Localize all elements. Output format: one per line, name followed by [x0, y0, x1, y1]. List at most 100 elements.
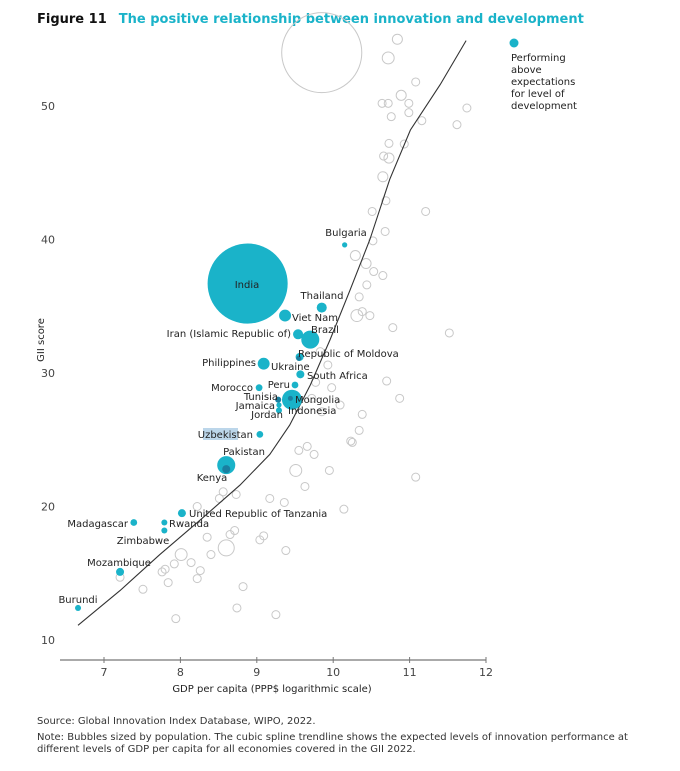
economy-bubble: [339, 504, 349, 514]
highlighted-bubble: [275, 407, 282, 414]
economy-bubble: [395, 89, 407, 101]
highlighted-bubble: [293, 329, 304, 340]
highlighted-bubble: [279, 309, 292, 322]
economy-label: Pakistan: [223, 447, 265, 458]
highlighted-bubble: [287, 395, 293, 401]
economy-bubble: [377, 98, 387, 108]
economy-label: Kenya: [197, 473, 228, 484]
x-tick-label: 9: [253, 666, 260, 679]
legend-label: Performing above expectations for level …: [511, 53, 577, 112]
highlighted-bubble: [257, 357, 270, 370]
x-ticks: 7 8 9 10 11 12: [101, 657, 493, 679]
y-tick-label: 30: [41, 367, 55, 380]
highlighted-bubble: [74, 604, 82, 611]
economy-label: South Africa: [307, 371, 368, 382]
highlighted-bubble: [276, 402, 282, 408]
highlighted-bubble: [217, 456, 236, 475]
x-tick-label: 8: [177, 666, 184, 679]
x-tick-label: 10: [326, 666, 340, 679]
note-text: Note: Bubbles sized by population. The c…: [37, 732, 628, 755]
highlighted-bubble: [161, 519, 168, 526]
economy-bubble: [232, 603, 242, 613]
highlighted-economies: [74, 242, 348, 611]
figure-title-text: The positive relationship between innova…: [118, 12, 584, 27]
economy-bubble: [317, 407, 327, 417]
economy-bubble: [377, 171, 389, 183]
economy-bubble: [255, 535, 265, 545]
economy-bubble: [302, 441, 312, 451]
x-tick-label: 7: [101, 666, 108, 679]
highlighted-bubble: [342, 242, 348, 248]
highlighted-bubble: [275, 396, 282, 403]
economy-bubble: [163, 578, 173, 588]
economy-bubble: [381, 51, 395, 65]
economy-bubble: [230, 526, 240, 536]
economy-bubble: [388, 323, 398, 333]
economy-bubble: [354, 425, 364, 435]
economy-label: Thailand: [300, 291, 344, 302]
economy-bubble: [138, 584, 148, 594]
economy-bubble: [462, 103, 472, 113]
economy-bubble: [399, 139, 409, 149]
economy-bubble: [452, 120, 462, 130]
economy-label: Iran (Islamic Republic of): [167, 329, 291, 340]
economy-label: Brazil: [311, 325, 339, 336]
economy-bubble: [206, 550, 216, 560]
economy-bubble: [378, 271, 388, 281]
economy-bubble: [386, 112, 396, 122]
economy-label: Indonesia: [288, 406, 336, 417]
economy-bubble: [383, 152, 395, 164]
economy-bubble: [279, 497, 289, 507]
y-axis-label: GII score: [36, 318, 47, 362]
economy-label: Rwanda: [169, 519, 209, 530]
economy-label: Uzbekistan: [198, 430, 253, 441]
economy-bubble: [411, 77, 421, 87]
economy-bubble: [323, 360, 333, 370]
economy-bubble: [324, 465, 334, 475]
y-tick-label: 40: [41, 234, 55, 247]
economy-label: Mozambique: [87, 558, 151, 569]
economy-label: Madagascar: [67, 519, 129, 530]
economy-bubble: [421, 206, 431, 216]
highlighted-bubble: [177, 509, 186, 518]
economy-label: Peru: [268, 380, 290, 391]
economy-bubble: [379, 151, 389, 161]
highlighted-bubble: [296, 370, 305, 379]
economy-bubble: [171, 614, 181, 624]
economy-bubble: [395, 393, 405, 403]
other-economies: [115, 12, 472, 624]
economy-label: Jordan: [250, 410, 283, 421]
economy-bubble: [444, 328, 454, 338]
y-tick-label: 50: [41, 100, 55, 113]
highlighted-bubble: [222, 465, 231, 474]
economy-label: Morocco: [211, 383, 253, 394]
economy-bubble: [382, 376, 392, 386]
economy-label: Bulgaria: [325, 228, 366, 239]
highlighted-bubble: [256, 431, 264, 438]
economy-bubble: [357, 307, 367, 317]
economy-bubble: [335, 400, 345, 410]
highlighted-bubble: [296, 355, 302, 361]
economy-bubble: [281, 12, 363, 94]
highlighted-bubble: [301, 330, 320, 349]
highlighted-bubble: [291, 381, 299, 389]
economy-label: Philippines: [202, 358, 256, 369]
economy-bubble: [404, 98, 414, 108]
economy-label: Ukraine: [271, 362, 310, 373]
economy-label: United Republic of Tanzania: [189, 509, 327, 520]
economy-bubble: [265, 493, 275, 503]
economy-bubble: [346, 436, 356, 446]
economy-bubble: [307, 393, 317, 403]
legend-marker: [509, 38, 519, 48]
x-axis-label: GDP per capita (PPP$ logarithmic scale): [172, 684, 371, 695]
economy-bubble: [369, 267, 379, 277]
legend: Performing above expectations for level …: [511, 53, 591, 113]
economy-bubble: [217, 539, 235, 557]
economy-bubble: [315, 347, 325, 357]
economy-bubble: [404, 108, 414, 118]
economy-bubble: [367, 206, 377, 216]
economy-bubble: [231, 489, 241, 499]
economy-bubble: [347, 437, 357, 447]
